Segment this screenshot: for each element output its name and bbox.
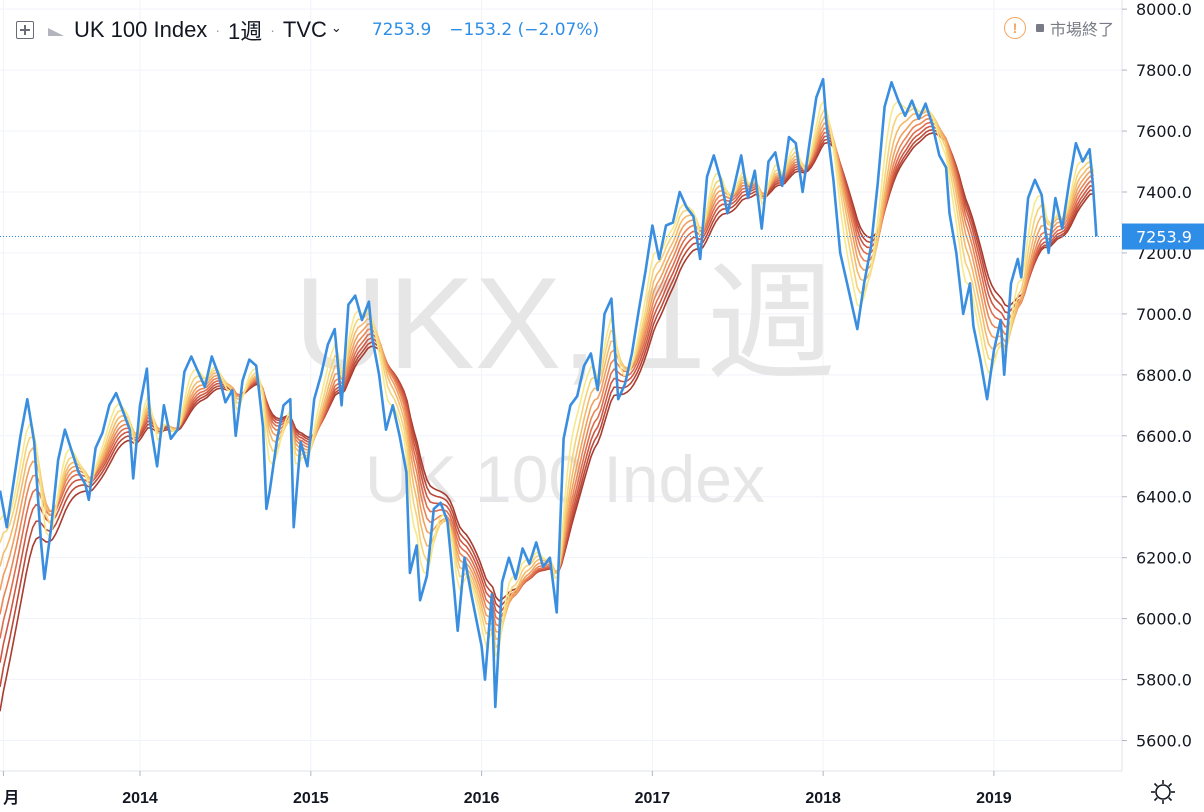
- y-tick-label: 7600.0: [1136, 122, 1192, 141]
- x-tick-label: 2019: [976, 790, 1012, 807]
- plus-square-icon[interactable]: [16, 21, 34, 39]
- market-status: ! 市場終了: [1003, 16, 1114, 40]
- price-line[interactable]: [0, 77, 1098, 709]
- symbol-watermark: UKX, 1週 UK 100 Index: [294, 250, 836, 516]
- x-tick-label: 月: [2, 789, 19, 807]
- y-tick-label: 6200.0: [1136, 549, 1192, 568]
- x-tick-label: 2018: [805, 790, 841, 807]
- y-tick-label: 6800.0: [1136, 366, 1192, 385]
- watermark-symbol: UKX, 1週: [294, 250, 836, 396]
- y-tick-label: 8000.0: [1136, 0, 1192, 19]
- price-series: [0, 77, 1098, 709]
- separator-dot: ·: [215, 22, 220, 38]
- exchange-label[interactable]: TVC: [282, 17, 327, 42]
- y-tick-label: 6400.0: [1136, 488, 1192, 507]
- x-tick-label: 2016: [464, 790, 500, 807]
- y-tick-label: 7400.0: [1136, 183, 1192, 202]
- last-price-value: 7253.9: [371, 20, 432, 40]
- price-change-value: −153.2 (−2.07%): [449, 20, 600, 40]
- symbol-name[interactable]: UK 100 Index: [74, 17, 208, 42]
- last-price-label: 7253.9: [1136, 228, 1192, 247]
- y-tick-label: 5800.0: [1136, 671, 1192, 690]
- time-axis: 月 2014 2015 2016 2017 2018 2019: [2, 771, 1012, 807]
- market-closed-label: 市場終了: [1049, 22, 1114, 39]
- y-tick-label: 7800.0: [1136, 61, 1192, 80]
- x-tick-label: 2014: [122, 790, 158, 807]
- gear-icon[interactable]: [1151, 780, 1175, 804]
- price-axis: 5600.0 5800.0 6000.0 6200.0 6400.0 6600.0 6800…: [1122, 0, 1192, 751]
- status-square-icon: [1035, 24, 1044, 32]
- interval-label[interactable]: 1週: [227, 19, 263, 44]
- exclamation-circle-icon[interactable]: !: [1003, 17, 1026, 39]
- y-tick-label: 7000.0: [1136, 305, 1192, 324]
- x-tick-label: 2015: [293, 790, 329, 807]
- flag-icon[interactable]: [48, 28, 64, 36]
- last-price-label-bg: [1122, 223, 1204, 250]
- last-price-marker: 7253.9: [0, 223, 1204, 250]
- ma-ribbon-line: [0, 132, 1094, 712]
- ma-ribbon-line: [0, 99, 1095, 657]
- x-tick-label: 2017: [635, 790, 671, 807]
- y-tick-label: 5600.0: [1136, 732, 1192, 751]
- y-tick-label: 6600.0: [1136, 427, 1192, 446]
- chevron-down-icon[interactable]: ⌄: [330, 20, 342, 35]
- y-tick-label: 6000.0: [1136, 610, 1192, 629]
- separator-dot: ·: [270, 22, 275, 38]
- symbol-legend: UK 100 Index · 1週 · TVC ⌄ 7253.9 −153.2 …: [16, 14, 599, 46]
